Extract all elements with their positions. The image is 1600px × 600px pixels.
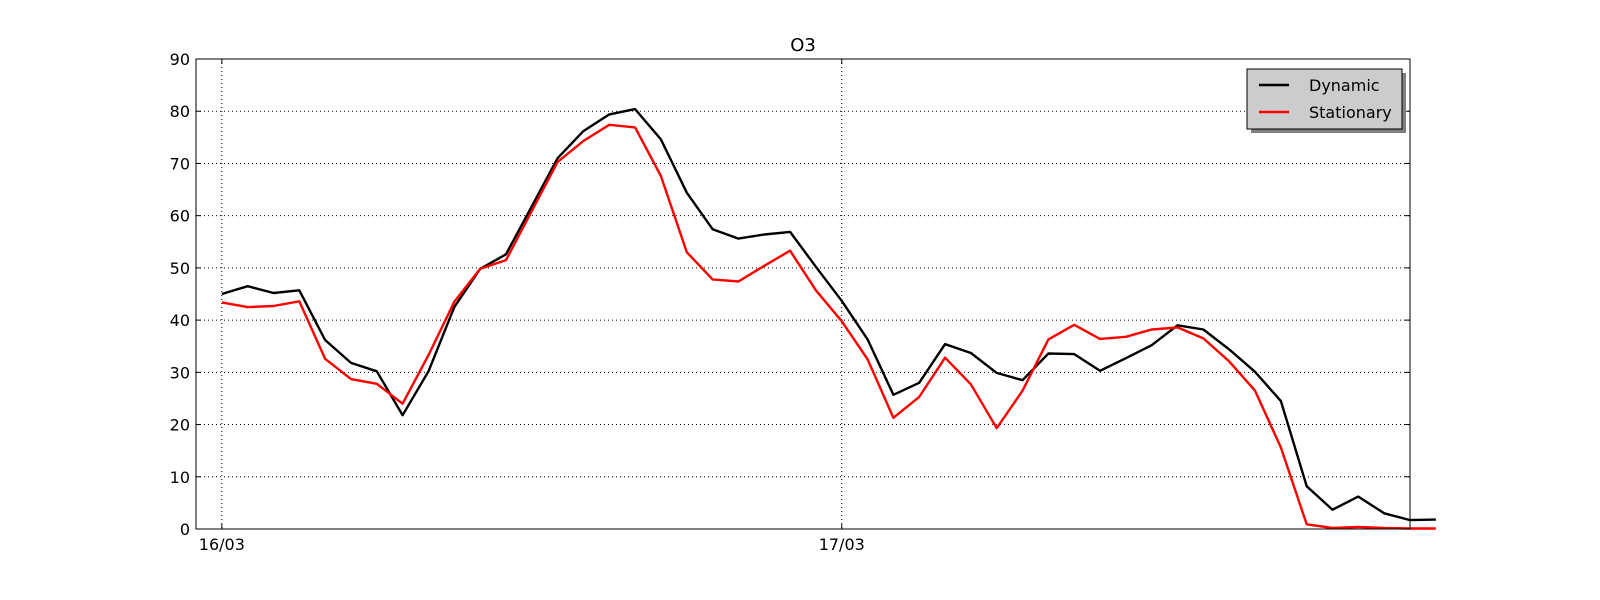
axis-layer: 0 10 20 30 40 50 60 70 80 90 16/03 17/03	[170, 50, 1410, 554]
legend-label-stationary: Stationary	[1309, 103, 1392, 122]
x-tick-label: 17/03	[819, 535, 865, 554]
legend-label-dynamic: Dynamic	[1309, 76, 1380, 95]
grid-layer	[196, 59, 1410, 529]
y-tick-label: 50	[170, 259, 190, 278]
series-layer	[221, 107, 1436, 530]
y-tick-label: 40	[170, 311, 190, 330]
y-tick-label: 90	[170, 50, 190, 69]
series-line-dynamic	[221, 107, 1436, 522]
y-tick-label: 0	[180, 520, 190, 539]
legend: Dynamic Stationary	[1246, 68, 1406, 133]
chart-title: O3	[790, 35, 816, 56]
y-tick-label: 80	[170, 102, 190, 121]
plot-frame	[195, 58, 1411, 530]
y-tick-label: 30	[170, 363, 190, 382]
y-tick-label: 70	[170, 154, 190, 173]
y-tick-label: 20	[170, 416, 190, 435]
x-tick-label: 16/03	[199, 535, 245, 554]
legend-box	[1246, 68, 1403, 130]
y-tick-label: 10	[170, 468, 190, 487]
series-line-stationary	[221, 123, 1436, 530]
y-tick-label: 60	[170, 207, 190, 226]
